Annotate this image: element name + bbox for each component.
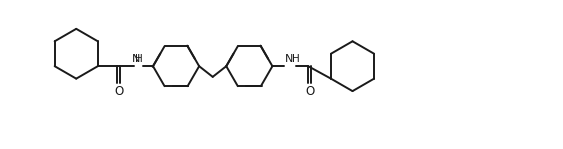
Text: H: H [292,54,300,64]
Text: N: N [285,54,293,64]
Text: N: N [131,54,140,64]
Text: H: H [135,54,142,64]
Text: O: O [305,85,314,98]
Text: O: O [114,85,123,98]
